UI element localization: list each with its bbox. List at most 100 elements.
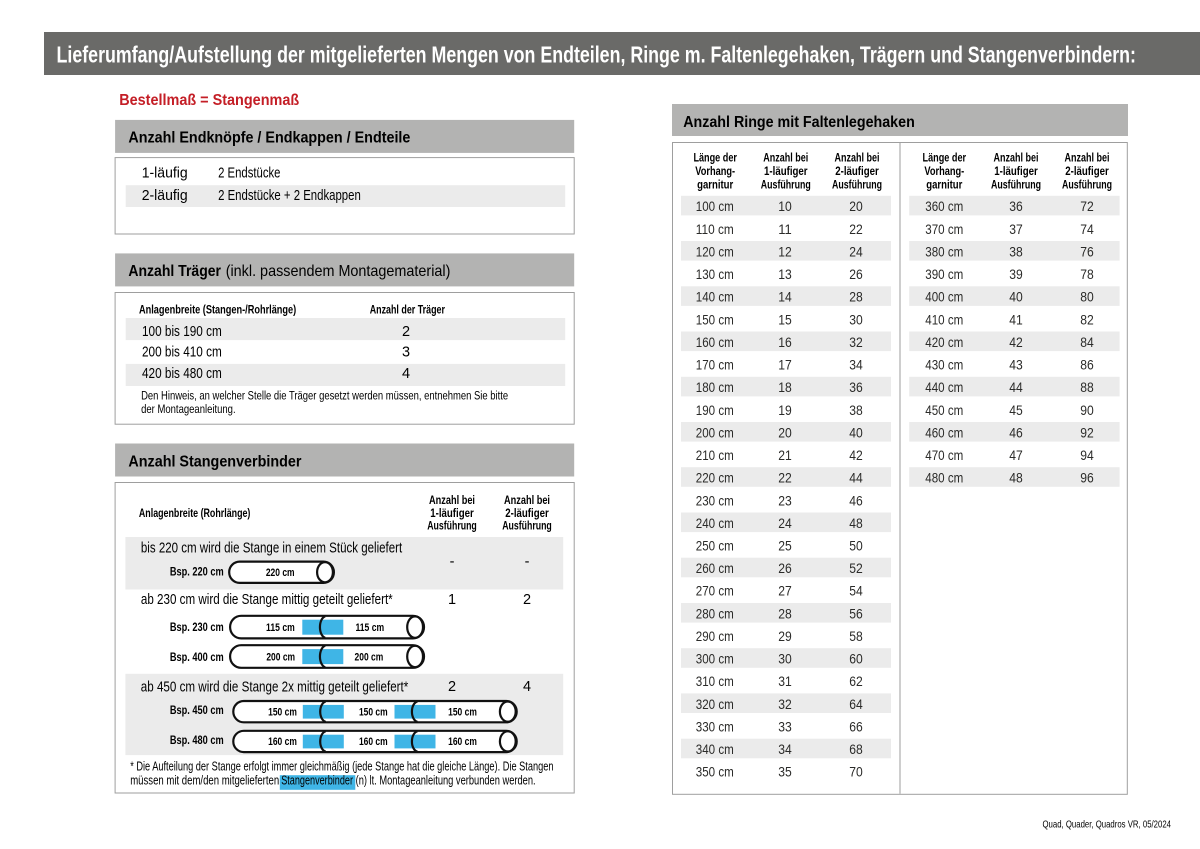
svg-text:240 cm: 240 cm (696, 515, 734, 531)
svg-text:Vorhang-: Vorhang- (695, 164, 735, 178)
svg-text:52: 52 (849, 560, 863, 576)
svg-text:16: 16 (778, 334, 792, 350)
svg-text:Anzahl bei: Anzahl bei (1065, 151, 1110, 165)
svg-text:Bsp. 480 cm: Bsp. 480 cm (170, 733, 224, 747)
svg-text:68: 68 (849, 741, 863, 757)
svg-text:360 cm: 360 cm (925, 198, 963, 214)
svg-text:17: 17 (778, 357, 792, 373)
svg-text:180 cm: 180 cm (696, 379, 734, 395)
svg-text:Stangenverbinder: Stangenverbinder (281, 774, 353, 788)
svg-text:36: 36 (1009, 198, 1023, 214)
svg-text:480 cm: 480 cm (925, 470, 963, 486)
svg-text:150 cm: 150 cm (696, 311, 734, 327)
svg-text:440 cm: 440 cm (925, 379, 963, 395)
svg-text:Anlagenbreite (Stangen-/Rohrlä: Anlagenbreite (Stangen-/Rohrlänge) (139, 303, 296, 317)
svg-text:Bsp. 220 cm: Bsp. 220 cm (170, 564, 224, 578)
svg-text:4: 4 (402, 366, 410, 382)
svg-text:25: 25 (778, 538, 792, 554)
svg-text:(inkl. passendem Montagemateri: (inkl. passendem Montagematerial) (226, 263, 451, 280)
svg-text:94: 94 (1080, 447, 1094, 463)
svg-text:86: 86 (1080, 357, 1094, 373)
svg-text:22: 22 (849, 221, 863, 237)
svg-text:470 cm: 470 cm (925, 447, 963, 463)
svg-text:Anzahl Ringe mit Faltenlegehak: Anzahl Ringe mit Faltenlegehaken (683, 114, 915, 131)
svg-text:2: 2 (402, 324, 410, 340)
svg-text:150 cm: 150 cm (448, 706, 477, 718)
svg-text:40: 40 (1009, 289, 1023, 305)
svg-text:64: 64 (849, 696, 863, 712)
svg-text:40: 40 (849, 424, 863, 440)
svg-text:460 cm: 460 cm (925, 424, 963, 440)
svg-text:30: 30 (849, 311, 863, 327)
svg-text:310 cm: 310 cm (696, 673, 734, 689)
svg-text:48: 48 (1009, 470, 1023, 486)
svg-text:140 cm: 140 cm (696, 289, 734, 305)
svg-text:20: 20 (849, 198, 863, 214)
svg-text:-: - (450, 554, 455, 570)
svg-text:47: 47 (1009, 447, 1023, 463)
svg-text:38: 38 (849, 402, 863, 418)
svg-text:Lieferumfang/Aufstellung der m: Lieferumfang/Aufstellung der mitgeliefer… (57, 41, 1137, 67)
svg-text:76: 76 (1080, 243, 1094, 259)
svg-text:Anzahl Stangenverbinder: Anzahl Stangenverbinder (128, 453, 301, 470)
svg-text:56: 56 (849, 605, 863, 621)
svg-text:62: 62 (849, 673, 863, 689)
svg-text:41: 41 (1009, 311, 1023, 327)
svg-text:garnitur: garnitur (697, 177, 733, 191)
svg-text:3: 3 (402, 344, 410, 360)
svg-text:21: 21 (778, 447, 792, 463)
svg-text:2: 2 (448, 679, 456, 695)
svg-text:90: 90 (1080, 402, 1094, 418)
svg-text:58: 58 (849, 628, 863, 644)
svg-text:92: 92 (1080, 424, 1094, 440)
svg-text:Anzahl Endknöpfe / Endkappen /: Anzahl Endknöpfe / Endkappen / Endteile (128, 130, 410, 147)
svg-text:190 cm: 190 cm (696, 402, 734, 418)
svg-text:Anzahl bei: Anzahl bei (429, 493, 475, 507)
svg-text:230 cm: 230 cm (696, 492, 734, 508)
svg-text:80: 80 (1080, 289, 1094, 305)
svg-text:82: 82 (1080, 311, 1094, 327)
svg-text:Länge der: Länge der (923, 151, 967, 165)
svg-text:Den Hinweis, an welcher Stelle: Den Hinweis, an welcher Stelle die Träge… (141, 388, 508, 402)
svg-text:Quad, Quader, Quadros VR, 05/2: Quad, Quader, Quadros VR, 05/2024 (1043, 819, 1172, 831)
svg-text:30: 30 (778, 651, 792, 667)
svg-text:39: 39 (1009, 266, 1023, 282)
svg-text:Anlagenbreite (Rohrlänge): Anlagenbreite (Rohrlänge) (139, 506, 251, 520)
svg-text:bis 220 cm wird die Stange in: bis 220 cm wird die Stange in einem Stüc… (141, 540, 402, 556)
svg-text:28: 28 (778, 605, 792, 621)
svg-text:66: 66 (849, 719, 863, 735)
svg-text:290 cm: 290 cm (696, 628, 734, 644)
svg-text:42: 42 (1009, 334, 1023, 350)
svg-text:38: 38 (1009, 243, 1023, 259)
svg-text:Anzahl der Träger: Anzahl der Träger (370, 303, 445, 317)
svg-text:24: 24 (778, 515, 792, 531)
svg-text:Anzahl Träger: Anzahl Träger (128, 263, 221, 280)
svg-text:32: 32 (849, 334, 863, 350)
svg-text:45: 45 (1009, 402, 1023, 418)
svg-text:müssen mit dem/den mitgeliefer: müssen mit dem/den mitgelieferten (130, 774, 279, 788)
svg-text:Ausführung: Ausführung (832, 177, 882, 191)
svg-text:garnitur: garnitur (926, 177, 962, 191)
svg-text:46: 46 (1009, 424, 1023, 440)
svg-text:88: 88 (1080, 379, 1094, 395)
svg-text:32: 32 (778, 696, 792, 712)
svg-text:15: 15 (778, 311, 792, 327)
svg-text:10: 10 (778, 198, 792, 214)
svg-text:35: 35 (778, 764, 792, 780)
svg-text:410 cm: 410 cm (925, 311, 963, 327)
svg-text:48: 48 (849, 515, 863, 531)
svg-text:450 cm: 450 cm (925, 402, 963, 418)
svg-text:70: 70 (849, 764, 863, 780)
svg-text:2-läufig: 2-läufig (142, 188, 188, 204)
svg-text:46: 46 (849, 492, 863, 508)
svg-text:60: 60 (849, 651, 863, 667)
svg-text:280 cm: 280 cm (696, 605, 734, 621)
svg-text:420 bis 480 cm: 420 bis 480 cm (142, 366, 222, 382)
svg-text:34: 34 (849, 357, 863, 373)
svg-text:Bsp. 450 cm: Bsp. 450 cm (170, 703, 224, 717)
svg-text:der Montageanleitung.: der Montageanleitung. (141, 402, 236, 416)
svg-text:74: 74 (1080, 221, 1094, 237)
svg-text:1: 1 (448, 592, 456, 608)
svg-text:Anzahl bei: Anzahl bei (763, 151, 808, 165)
svg-text:2-läufiger: 2-läufiger (1065, 164, 1109, 178)
